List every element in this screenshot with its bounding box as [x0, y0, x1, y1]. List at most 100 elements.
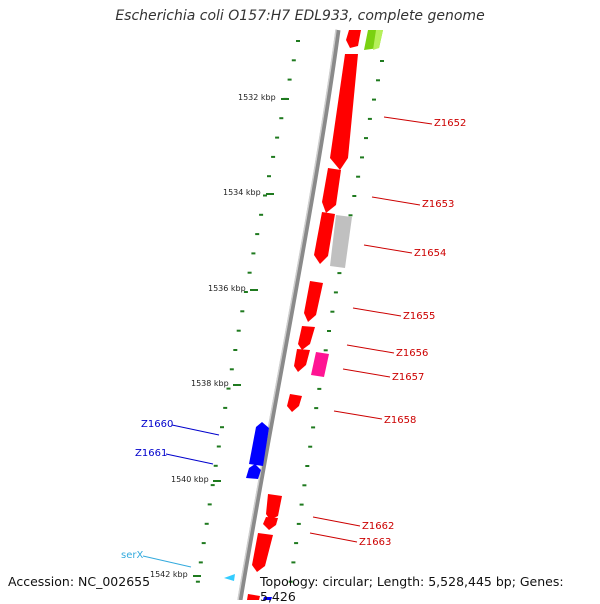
ruler-dash: [279, 117, 284, 120]
scale-label-1532: 1532 kbp: [238, 93, 276, 102]
genome-backbone: [237, 29, 341, 600]
label-z1655: Z1655: [403, 311, 435, 322]
ruler-dash: [317, 387, 322, 390]
scale-tick-1538: [233, 384, 241, 386]
leader-serx: [142, 555, 192, 568]
scale-tick-1532: [281, 98, 289, 100]
leader-z1658: [333, 410, 383, 420]
ruler-dash: [240, 310, 245, 313]
ruler-dash: [308, 445, 313, 448]
leader-z1652: [383, 116, 433, 125]
gene-z1661: [246, 464, 261, 479]
ruler-dash: [226, 387, 231, 390]
ruler-dash: [198, 561, 203, 564]
gene-z1657: [311, 352, 329, 377]
gene-z1656b: [294, 349, 310, 372]
ruler-dash: [255, 233, 260, 236]
ruler-dash: [195, 580, 200, 583]
gene-z1656: [298, 326, 315, 350]
ruler-dash: [251, 252, 256, 255]
label-z1663: Z1663: [359, 537, 391, 548]
leader-z1662: [312, 516, 361, 527]
ruler-dash: [233, 349, 238, 351]
scale-label-1534: 1534 kbp: [223, 188, 261, 197]
ruler-dash: [259, 213, 264, 216]
gene-z1654: [330, 215, 352, 268]
ruler-dash: [330, 310, 335, 313]
ruler-dash: [243, 291, 248, 293]
gene-z1662b: [263, 517, 278, 530]
ruler-dash: [207, 503, 212, 506]
label-z1658: Z1658: [384, 415, 416, 426]
ruler-dash: [223, 406, 228, 409]
label-z1654: Z1654: [414, 248, 446, 259]
ruler-dash: [275, 136, 280, 139]
scale-tick-1540: [213, 480, 221, 482]
inner-ruler: [195, 40, 300, 583]
leader-z1661: [165, 453, 214, 465]
scale-tick-1542: [193, 575, 201, 577]
leader-z1655: [352, 307, 402, 317]
ruler-dash: [305, 465, 310, 467]
label-z1656: Z1656: [396, 348, 428, 359]
ruler-dash: [296, 522, 301, 525]
ruler-dash: [201, 542, 206, 545]
scale-tick-1534: [266, 193, 274, 195]
ruler-dash: [229, 368, 234, 371]
ruler-dash: [299, 503, 304, 506]
ruler-dash: [333, 291, 338, 294]
leader-z1660: [171, 424, 220, 436]
ruler-dash: [376, 79, 380, 82]
trna-serx: [224, 574, 235, 581]
label-serx: serX: [121, 550, 143, 561]
label-z1652: Z1652: [434, 118, 466, 129]
gene-z1662: [266, 494, 282, 520]
ruler-dash: [216, 445, 221, 448]
leader-z1657: [342, 368, 391, 378]
map-title: Escherichia coli O157:H7 EDL933, complet…: [115, 8, 485, 24]
gene-z1652: [330, 54, 358, 170]
scale-tick-1536: [250, 289, 258, 291]
ruler-dash: [380, 60, 384, 62]
ruler-dash: [314, 407, 319, 410]
gene-z1660: [249, 422, 269, 466]
ruler-dash: [337, 272, 342, 275]
ruler-dash: [302, 484, 307, 487]
leader-z1663: [309, 532, 358, 543]
gene-top-green-2: [373, 30, 383, 50]
ruler-dash: [263, 194, 267, 197]
ruler-dash: [296, 40, 300, 42]
accession-label: Accession: NC_002655: [8, 574, 151, 589]
label-z1660: Z1660: [141, 419, 173, 430]
ruler-dash: [247, 271, 252, 274]
label-z1653: Z1653: [422, 199, 454, 210]
scale-label-1538: 1538 kbp: [191, 379, 229, 388]
gene-top-red: [346, 30, 361, 48]
ruler-dash: [291, 59, 296, 62]
gene-bottom-blue: [263, 597, 272, 600]
leader-z1653: [371, 196, 421, 206]
ruler-dash: [323, 349, 328, 352]
leader-z1656: [346, 344, 395, 354]
gene-z1653: [322, 168, 341, 213]
ruler-dash: [267, 175, 271, 178]
gene-z1663: [252, 533, 273, 572]
ruler-dash: [204, 522, 209, 525]
gene-z1654-red: [314, 212, 335, 264]
ruler-dash: [360, 156, 364, 159]
scale-label-1542: 1542 kbp: [150, 570, 188, 579]
scale-label-1540: 1540 kbp: [171, 475, 209, 484]
ruler-dash: [327, 330, 331, 332]
ruler-dash: [294, 542, 299, 545]
label-z1662: Z1662: [362, 521, 394, 532]
leader-z1654: [363, 244, 413, 254]
label-z1657: Z1657: [392, 372, 424, 383]
ruler-dash: [311, 426, 316, 429]
ruler-dash: [236, 329, 241, 332]
ruler-dash: [287, 78, 292, 81]
ruler-dash: [352, 195, 357, 197]
ruler-dash: [356, 175, 361, 178]
ruler-dash: [291, 561, 296, 564]
ruler-dash: [220, 426, 224, 429]
